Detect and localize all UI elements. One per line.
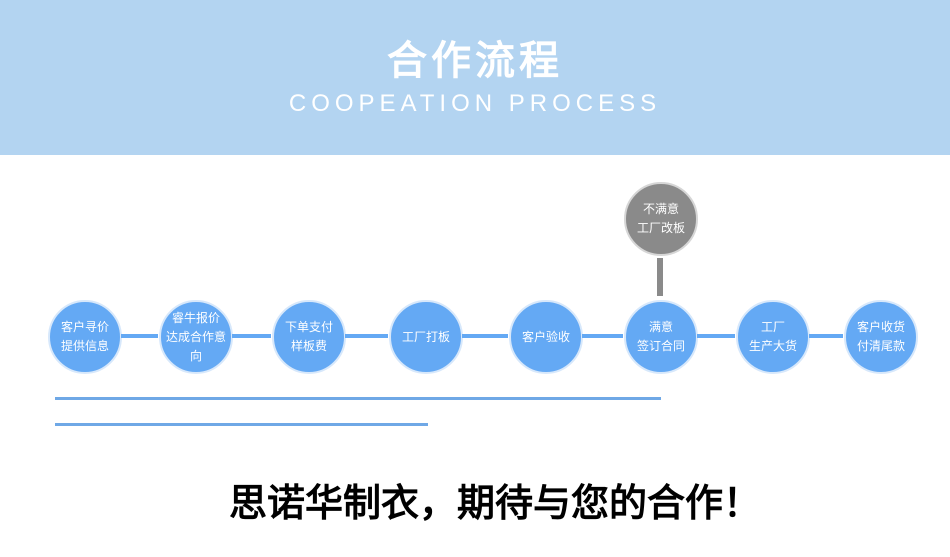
step-line1: 客户寻价 [60, 320, 109, 334]
step-node: 下单支付 样板费 [272, 300, 346, 374]
step-line1: 工厂 [760, 320, 785, 334]
step-line2: 样板费 [290, 339, 327, 353]
connector-line [809, 334, 843, 338]
step-line2: 提供信息 [60, 339, 109, 353]
step-line2: 付清尾款 [856, 339, 905, 353]
connector-line [697, 334, 735, 338]
step-node: 满意 签订合同 [624, 300, 698, 374]
step-line1: 满意 [648, 320, 673, 334]
divider-short [55, 423, 428, 426]
divider-long [55, 397, 661, 400]
step-line2: 生产大货 [748, 339, 797, 353]
connector-line [232, 334, 271, 338]
connector-line [582, 334, 623, 338]
branch-line1: 不满意 [642, 202, 679, 216]
connector-line [345, 334, 388, 338]
connector-line [462, 334, 508, 338]
step-line1: 下单支付 [284, 320, 333, 334]
step-line2: 达成合作意向 [165, 329, 226, 363]
step-node: 客户收货 付清尾款 [844, 300, 918, 374]
step-line2: 签订合同 [636, 339, 685, 353]
connector-line [121, 334, 158, 338]
step-node: 客户验收 [509, 300, 583, 374]
step-line1: 睿牛报价 [171, 310, 220, 325]
page-subtitle: COOPEATION PROCESS [288, 90, 662, 117]
header-banner: 合作流程 COOPEATION PROCESS [0, 0, 950, 155]
step-line1: 客户验收 [521, 329, 570, 344]
branch-node: 不满意 工厂改板 [624, 182, 698, 256]
branch-connector [657, 258, 663, 296]
step-line1: 客户收货 [856, 320, 905, 334]
step-line1: 工厂打板 [401, 329, 450, 344]
step-node: 客户寻价 提供信息 [48, 300, 122, 374]
step-node: 工厂打板 [389, 300, 463, 374]
page-title: 合作流程 [387, 38, 563, 84]
step-node: 工厂 生产大货 [736, 300, 810, 374]
step-node: 睿牛报价达成合作意向 [159, 300, 233, 374]
branch-line2: 工厂改板 [636, 221, 685, 235]
footer-slogan: 思诺华制衣，期待与您的合作！ [228, 480, 761, 525]
